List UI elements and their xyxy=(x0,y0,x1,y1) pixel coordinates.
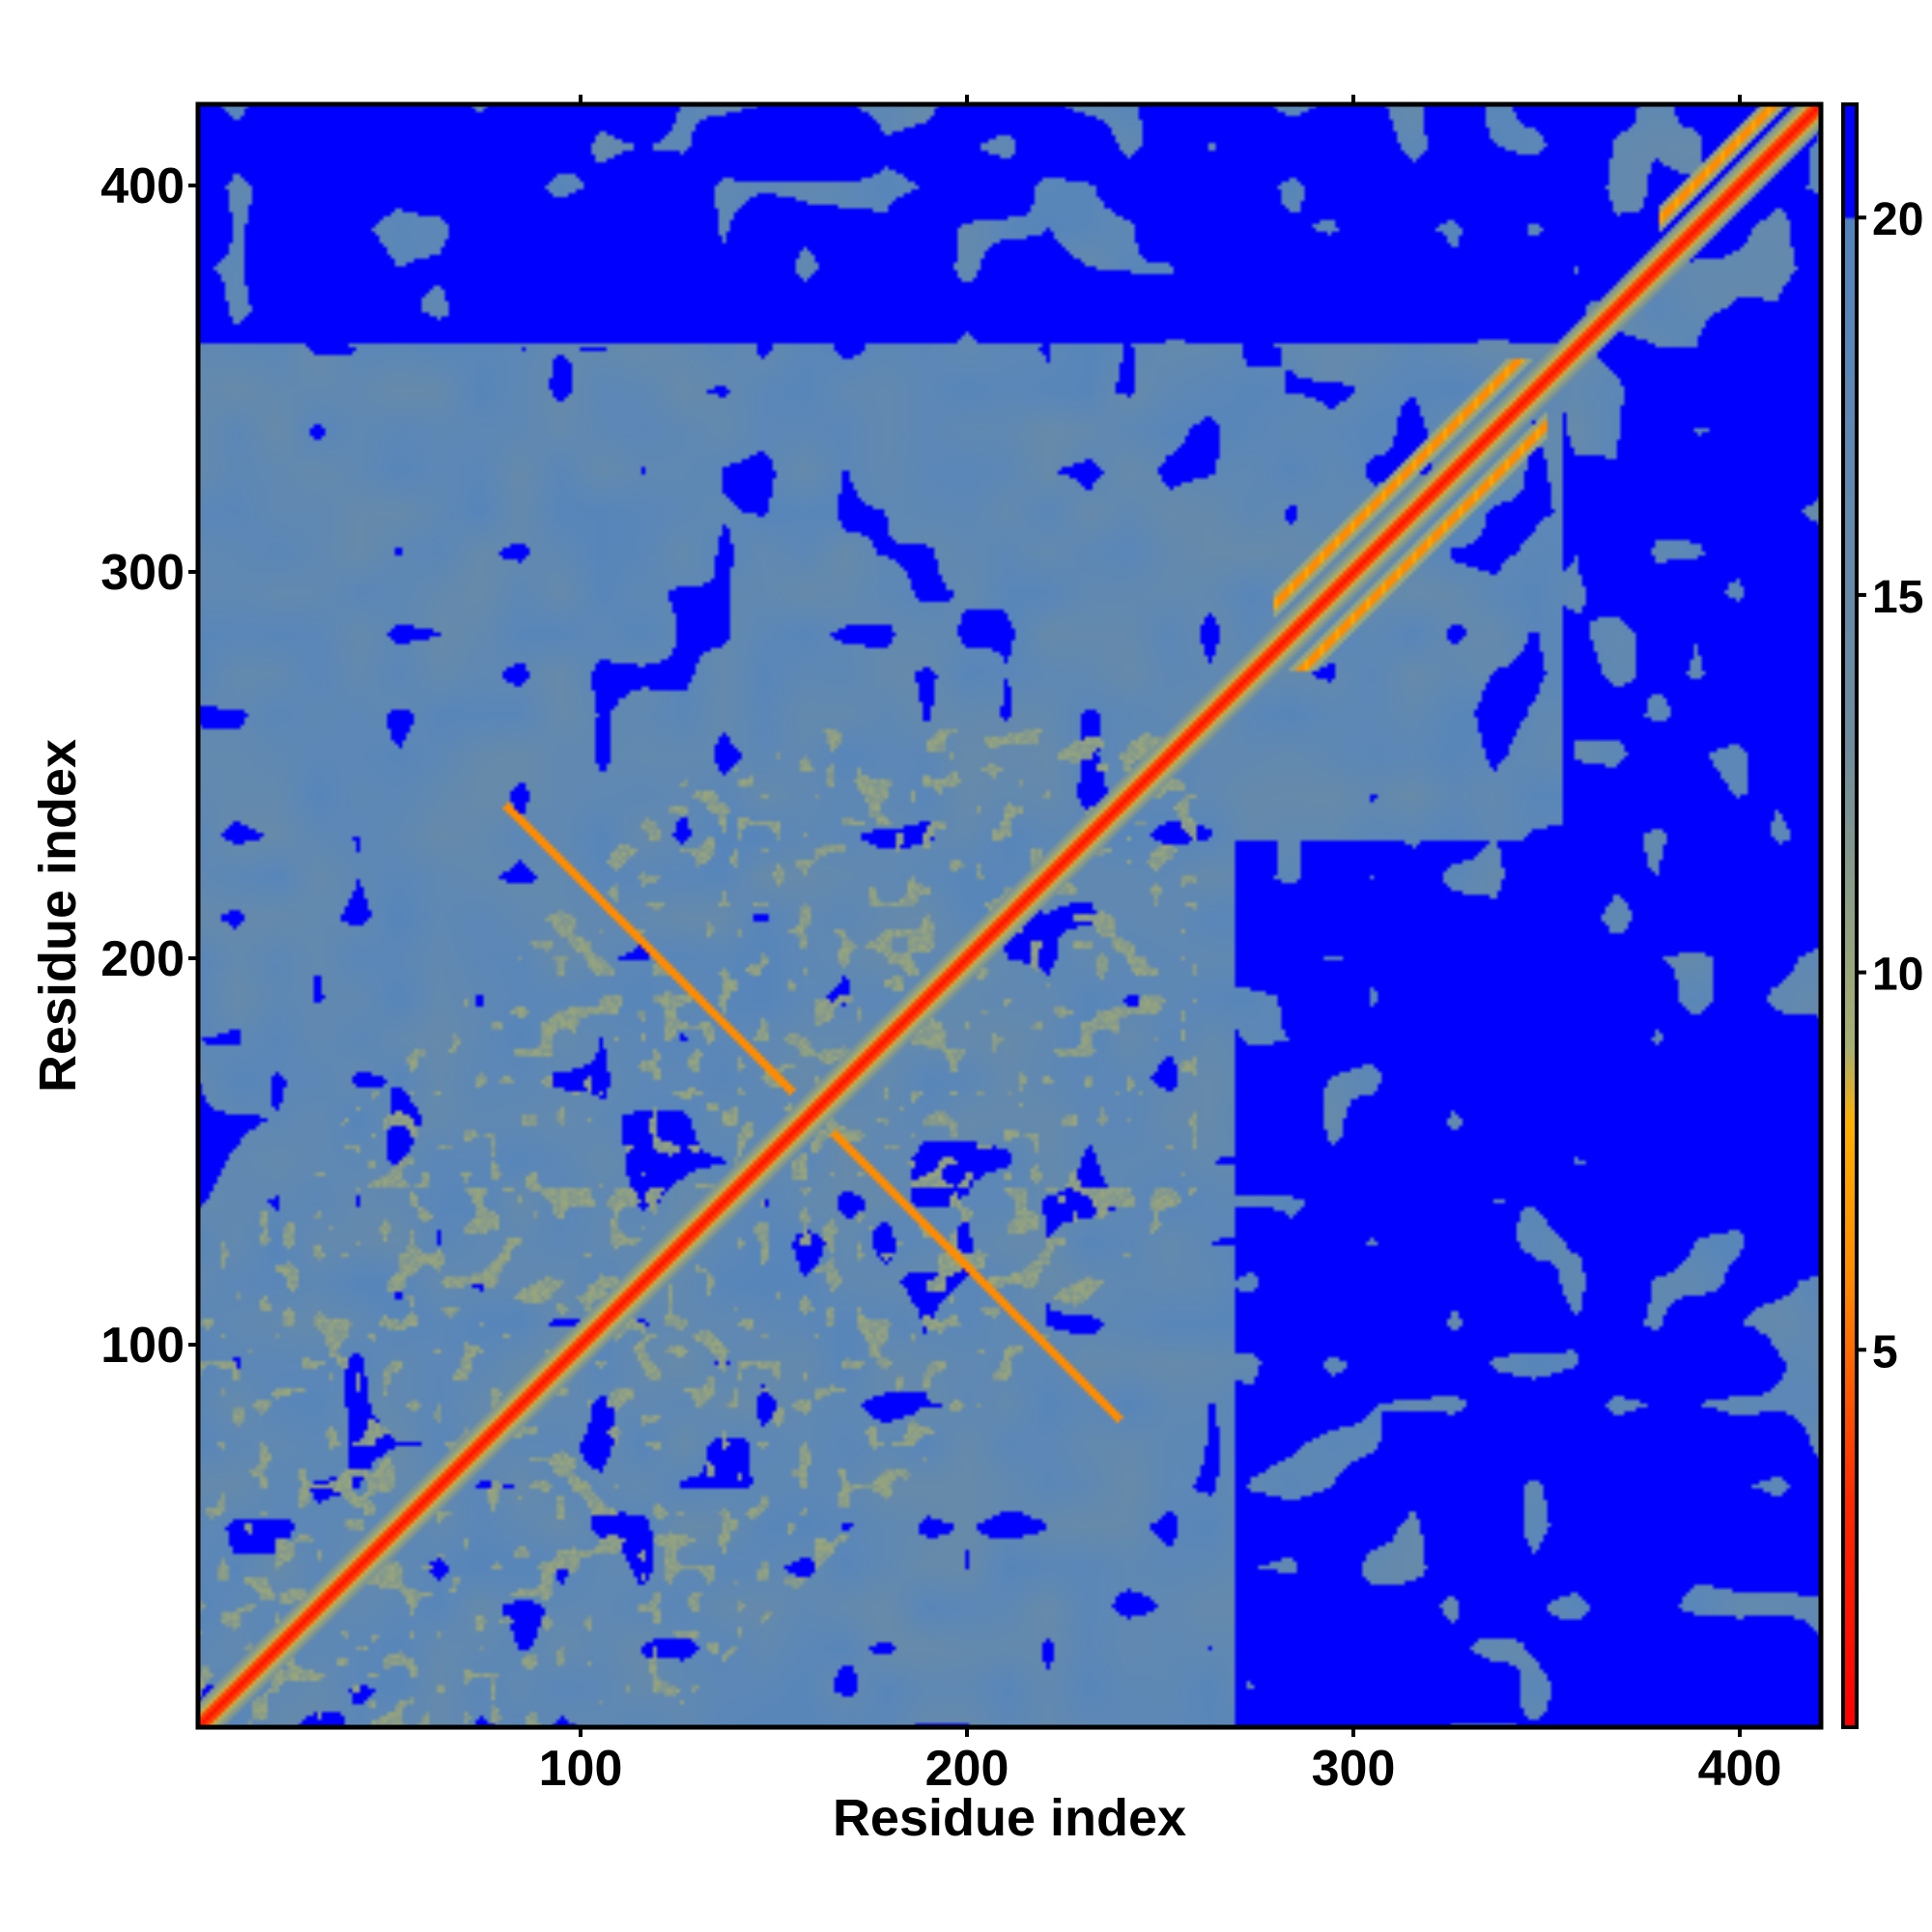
heatmap-layer xyxy=(198,104,1821,1727)
colorbar-tick-label: 10 xyxy=(1872,950,1923,1001)
colorbar-tick-label: 5 xyxy=(1872,1326,1898,1378)
y-tick-label: 200 xyxy=(100,931,185,987)
colorbar: 5 10 15 20 xyxy=(1841,102,1923,1729)
colorbar-tick-label: 15 xyxy=(1872,572,1923,623)
x-axis: 100 200 300 400 xyxy=(539,95,1782,1797)
x-tick-label: 300 xyxy=(1312,1741,1396,1797)
x-axis-title: Residue index xyxy=(833,1789,1186,1847)
y-tick-label: 400 xyxy=(100,158,185,214)
colorbar-ticks: 5 10 15 20 xyxy=(1857,194,1923,1378)
colorbar-frame xyxy=(1841,102,1859,1729)
x-tick-label: 100 xyxy=(539,1741,623,1797)
colorbar-tick-label: 20 xyxy=(1872,194,1923,245)
y-axis: 100 200 300 400 xyxy=(100,158,198,1374)
y-tick-label: 100 xyxy=(100,1318,185,1374)
plot-frame xyxy=(195,101,1824,1730)
x-tick-label: 200 xyxy=(925,1741,1009,1797)
distance-heatmap xyxy=(198,104,1821,1727)
colorbar-gradient xyxy=(1843,104,1857,1727)
y-tick-label: 300 xyxy=(100,545,185,601)
x-tick-label: 400 xyxy=(1698,1741,1782,1797)
y-axis-title: Residue index xyxy=(29,739,87,1093)
